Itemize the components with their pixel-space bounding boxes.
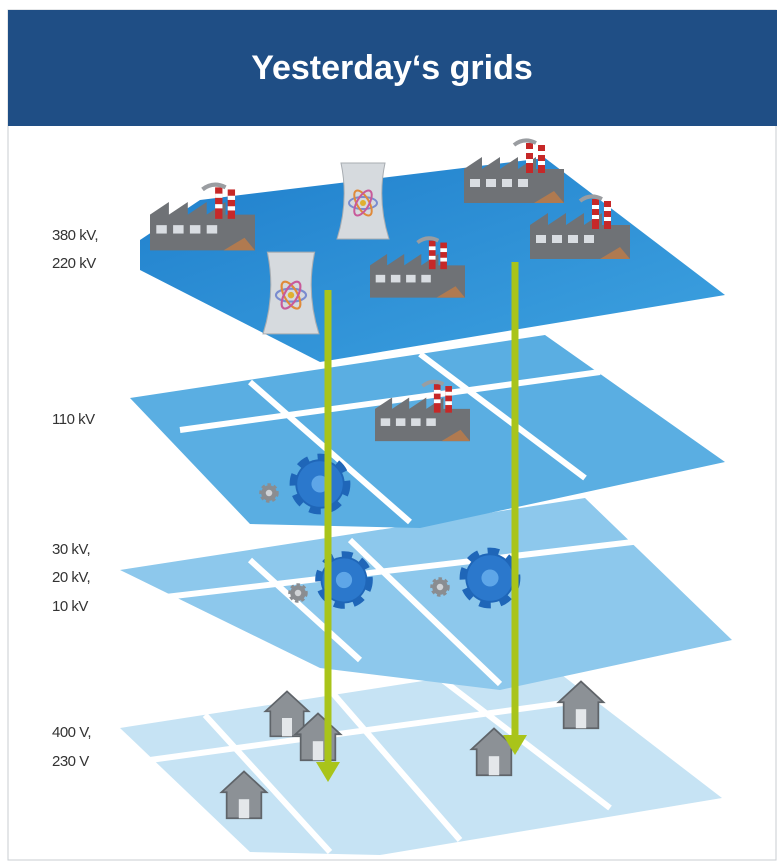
level-label: 10 kV xyxy=(52,598,88,615)
header-bar xyxy=(8,10,777,126)
level-label: 380 kV, xyxy=(52,227,98,244)
level-label: 220 kV xyxy=(52,255,96,272)
level-label: 110 kV xyxy=(52,411,95,428)
level-label: 400 V, xyxy=(52,724,91,741)
level-label: 30 kV, xyxy=(52,541,90,558)
arrows xyxy=(316,262,527,782)
title: Yesterday‘s grids xyxy=(251,49,533,87)
level-label: 20 kV, xyxy=(52,569,90,586)
level-label: 230 V xyxy=(52,753,89,770)
